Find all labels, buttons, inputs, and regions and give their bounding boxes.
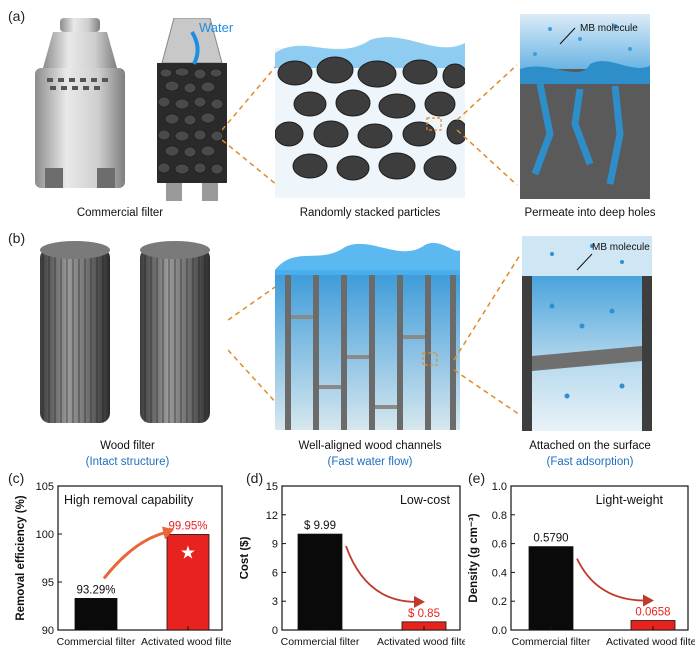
chart-removal-efficiency: 90 95 100 105 Removal efficiency (%) High rem… — [15, 481, 232, 648]
trend-arrow — [102, 531, 167, 580]
zoom-connector-lines-a1 — [222, 64, 278, 186]
data-label: 93.29% — [76, 584, 115, 596]
commercial-filter-cartridge-illustration — [35, 18, 125, 188]
trend-arrow-head — [414, 595, 425, 608]
trend-arrow — [576, 558, 646, 602]
caption-commercial-filter: Commercial filter — [76, 207, 164, 219]
zoom-connector-lines-b2 — [453, 254, 521, 416]
water-label: Water — [199, 20, 234, 35]
x-tick-label: Commercial filter — [281, 636, 360, 648]
y-tick-label: 0 — [272, 625, 278, 637]
trend-arrow-head — [643, 594, 654, 607]
bar-commercial-filter — [297, 533, 343, 631]
plot-frame — [510, 485, 689, 631]
y-tick-label: 95 — [42, 577, 54, 589]
y-tick-label: 9 — [272, 539, 278, 551]
star-icon: ★ — [180, 542, 196, 562]
caption-fast-water-flow: (Fast water flow) — [327, 456, 413, 468]
bar-activated-wood-filter — [166, 534, 210, 631]
panel-label-c: (c) — [8, 470, 25, 486]
x-tick-label: Activated wood filter — [606, 636, 695, 648]
zoom-connector-lines-a2 — [456, 64, 518, 186]
filter-cutaway-illustration — [157, 18, 227, 201]
data-label: 99.95% — [168, 520, 207, 532]
wood-channels-illustration — [275, 242, 460, 430]
x-tick-label: Activated wood filter — [141, 636, 232, 648]
y-tick-label: 0.6 — [492, 539, 507, 551]
y-tick-label: 100 — [36, 529, 54, 541]
y-tick-label: 6 — [272, 567, 278, 579]
chart-title: Light-weight — [596, 493, 664, 507]
y-axis-label: Density (g cm⁻³) — [468, 513, 480, 602]
y-axis-label: Cost ($) — [240, 536, 251, 579]
deep-holes-illustration — [520, 14, 650, 199]
y-tick-label: 12 — [266, 510, 278, 522]
trend-arrow-head — [162, 526, 174, 540]
panel-label-d: (d) — [246, 470, 264, 486]
caption-fast-adsorption: (Fast adsorption) — [546, 456, 634, 468]
chart-cost: 0 3 6 9 12 15 Cost ($) Low-cost $ 9.99 Commercial… — [240, 481, 465, 648]
caption-permeate-deep-holes: Permeate into deep holes — [524, 207, 656, 219]
x-tick-label: Commercial filter — [512, 636, 591, 648]
y-tick-label: 90 — [42, 625, 54, 637]
mb-molecule-label-b: MB molecule — [592, 242, 650, 253]
y-tick-label: 3 — [272, 596, 278, 608]
panel-label-a: (a) — [8, 8, 26, 24]
bar-commercial-filter — [528, 546, 574, 631]
x-tick-label: Commercial filter — [57, 636, 136, 648]
caption-wood-channels: Well-aligned wood channels — [298, 440, 442, 452]
data-label: $ 0.85 — [408, 608, 440, 620]
zoom-connector-lines-b1 — [228, 284, 279, 406]
stacked-particles-illustration — [275, 37, 465, 198]
y-tick-label: 0.8 — [492, 510, 507, 522]
trend-arrow — [345, 545, 417, 603]
bar-commercial-filter — [74, 598, 118, 631]
caption-attached-surface: Attached on the surface — [529, 440, 651, 452]
panel-label-b: (b) — [8, 230, 26, 246]
plot-frame — [281, 485, 461, 631]
wood-filter-cylinders-illustration — [40, 241, 210, 423]
mb-molecule-label-a: MB molecule — [580, 23, 638, 34]
y-tick-label: 105 — [36, 481, 54, 493]
plot-frame — [57, 485, 223, 631]
y-tick-label: 0.2 — [492, 596, 507, 608]
data-label: 0.5790 — [533, 533, 568, 545]
data-label: $ 9.99 — [304, 520, 336, 532]
panel-label-e: (e) — [468, 470, 486, 486]
chart-density: 0.0 0.2 0.4 0.6 0.8 1.0 Density (g cm⁻³) Light-… — [468, 481, 695, 648]
surface-adsorption-illustration — [522, 236, 652, 431]
y-tick-label: 15 — [266, 481, 278, 493]
chart-title: High removal capability — [64, 493, 194, 507]
y-tick-label: 0.0 — [492, 625, 507, 637]
caption-randomly-stacked: Randomly stacked particles — [299, 207, 441, 219]
chart-title: Low-cost — [400, 493, 451, 507]
data-label: 0.0658 — [635, 607, 670, 619]
caption-intact-structure: (Intact structure) — [85, 456, 170, 468]
caption-wood-filter: Wood filter — [100, 440, 155, 452]
y-tick-label: 0.4 — [492, 567, 507, 579]
x-tick-label: Activated wood filter — [377, 636, 465, 648]
y-axis-label: Removal efficiency (%) — [15, 495, 27, 620]
y-tick-label: 1.0 — [492, 481, 507, 493]
